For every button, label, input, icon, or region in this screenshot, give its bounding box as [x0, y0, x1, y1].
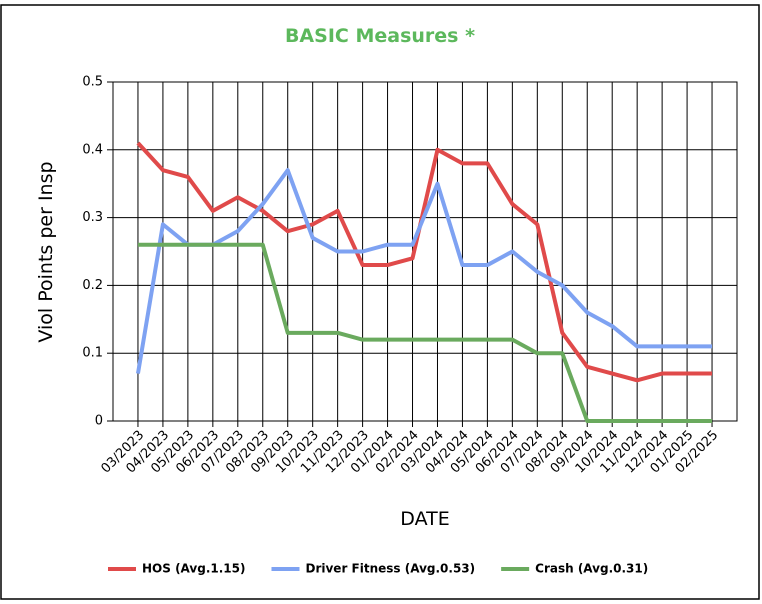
- legend-label: HOS (Avg.1.15): [142, 562, 245, 576]
- frame: [0, 4, 760, 600]
- y-tick-label: 0.3: [82, 210, 103, 225]
- legend: HOS (Avg.1.15) Driver Fitness (Avg.0.53) C…: [108, 562, 648, 576]
- y-tick-label: 0.4: [82, 142, 103, 157]
- y-axis-label: Viol Points per Insp: [35, 161, 57, 342]
- x-axis-label: DATE: [400, 508, 449, 530]
- y-tick-label: 0.5: [82, 75, 103, 90]
- y-tick-label: 0.2: [82, 278, 103, 293]
- series-line: [136, 141, 713, 383]
- series-line: [135, 168, 713, 374]
- series-line: [137, 242, 713, 423]
- y-tick-label: 0: [95, 414, 103, 429]
- legend-label: Crash (Avg.0.31): [535, 562, 648, 576]
- plot-border: [112, 81, 738, 422]
- y-tick-label: 0.1: [82, 346, 103, 361]
- chart-title: BASIC Measures *: [285, 25, 475, 47]
- legend-label: Driver Fitness (Avg.0.53): [305, 562, 475, 576]
